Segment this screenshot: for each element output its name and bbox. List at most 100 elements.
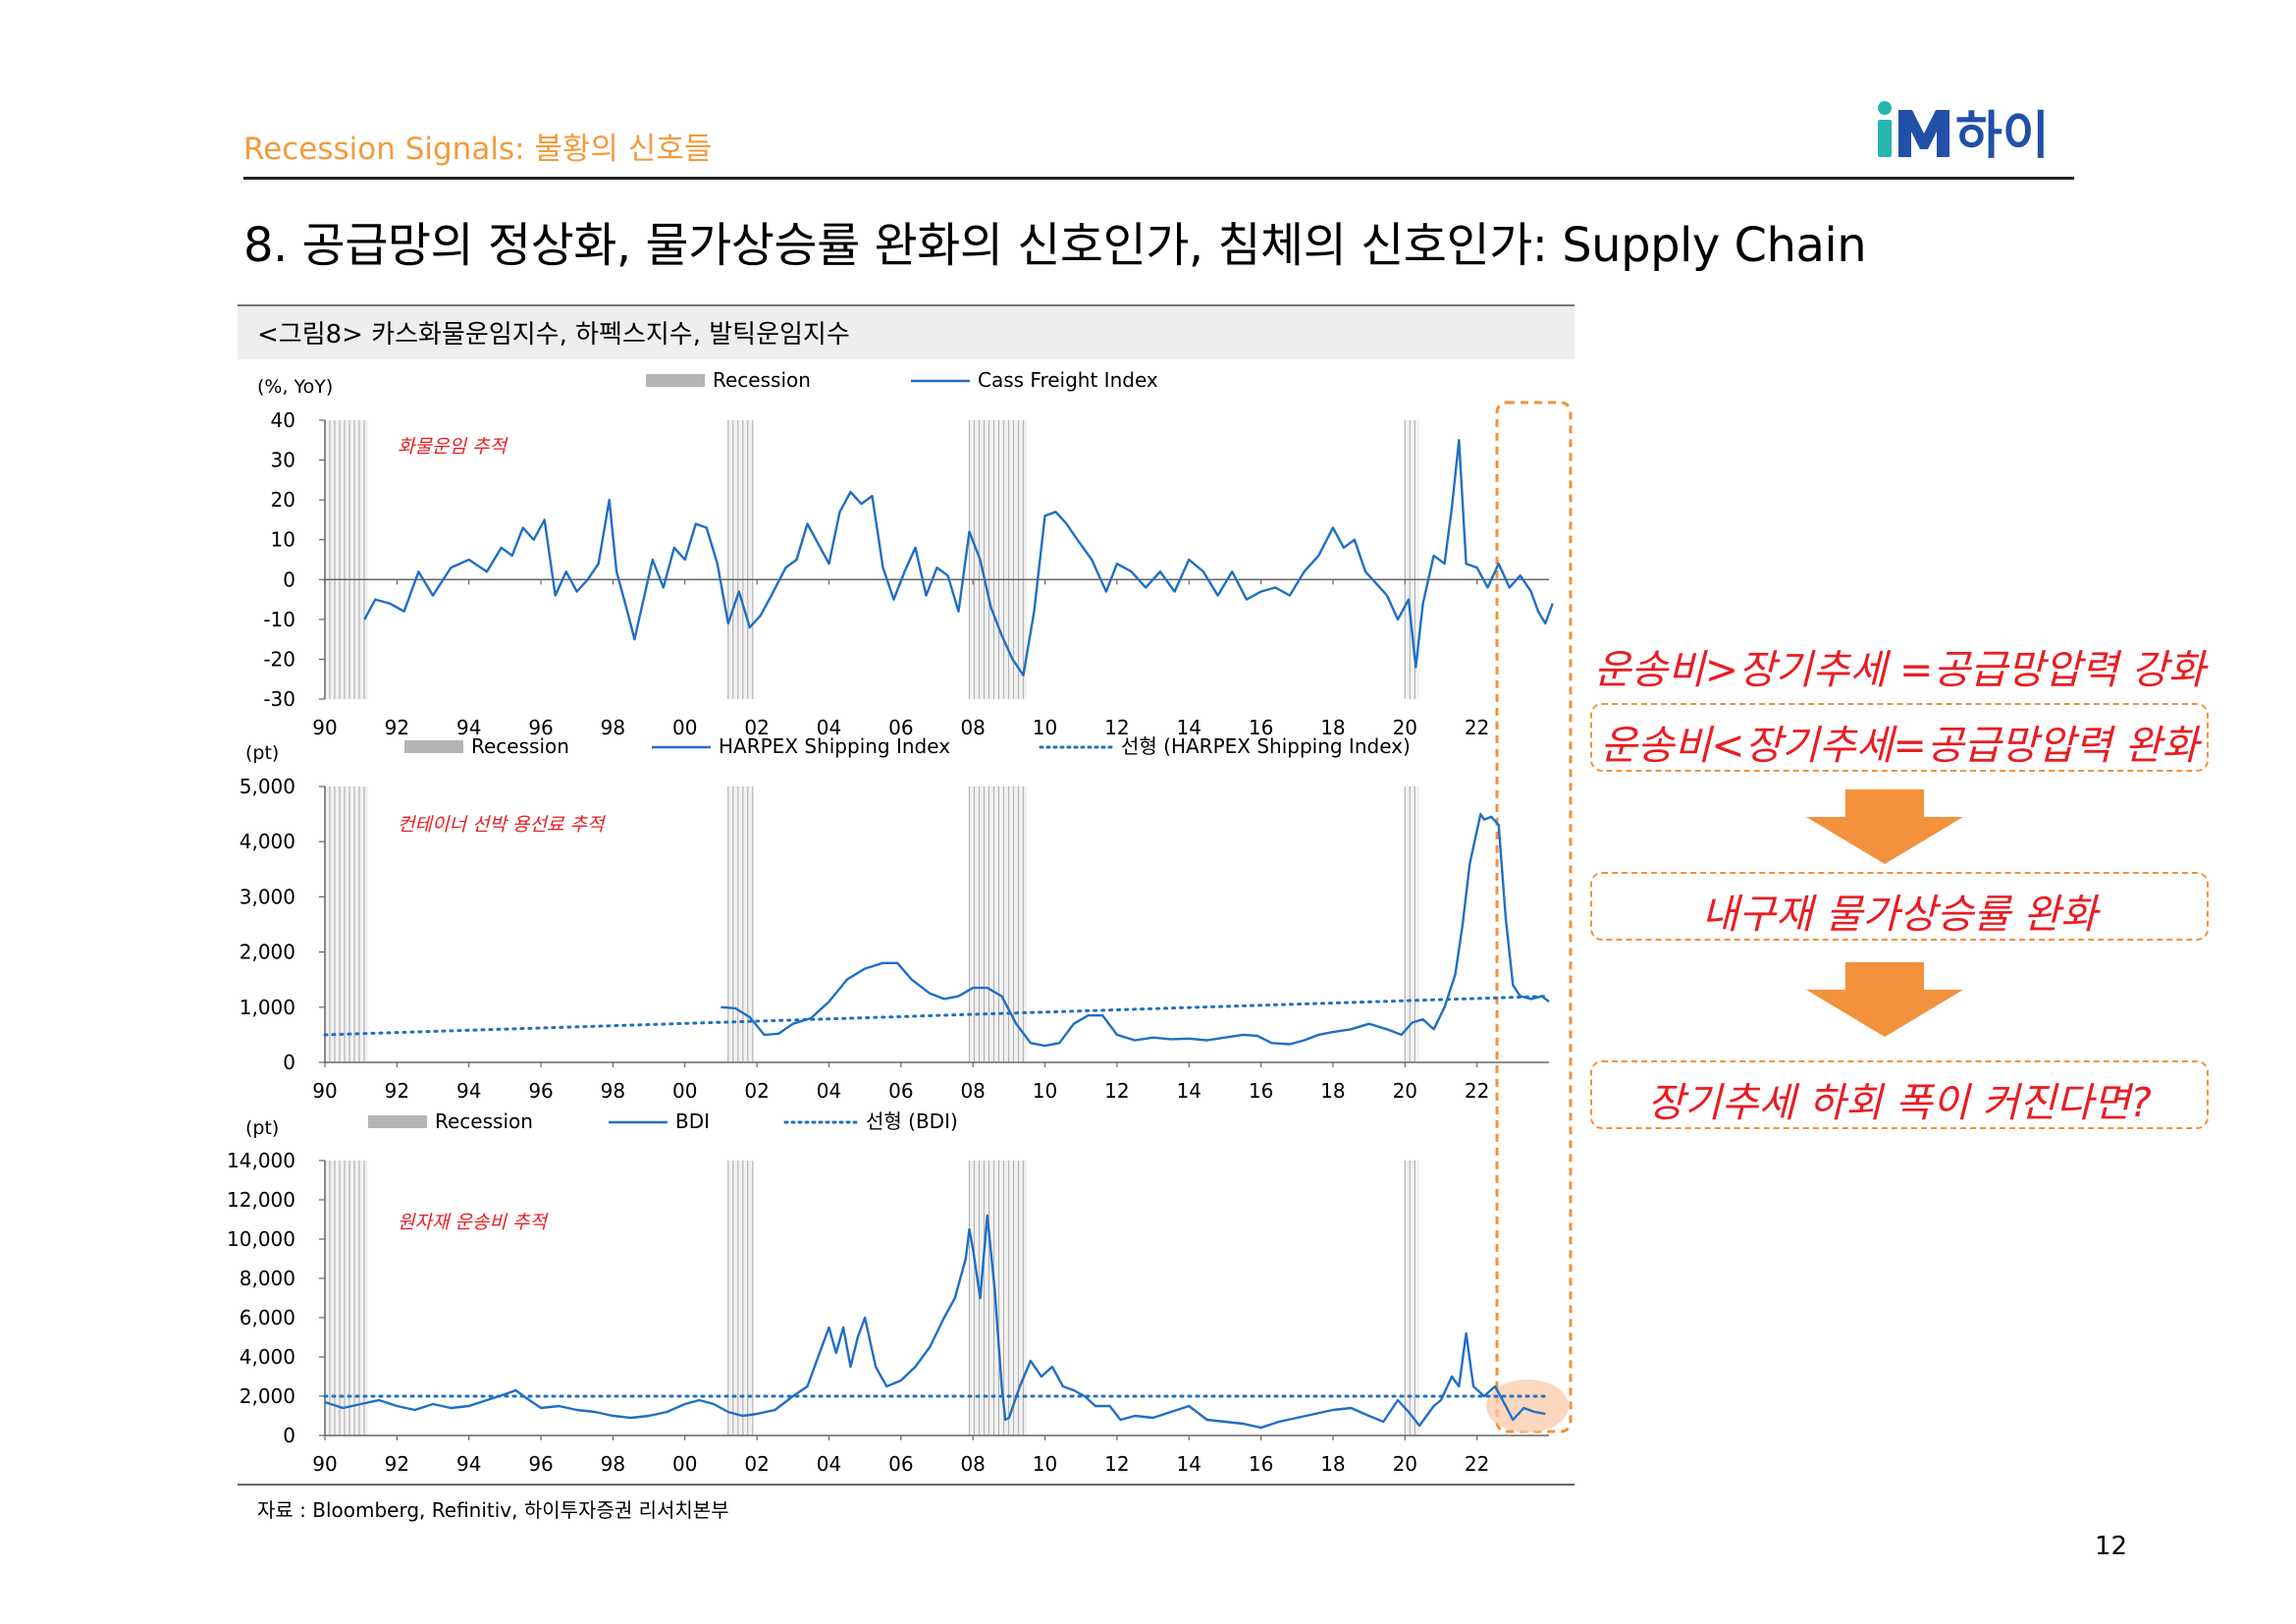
- annotation-box-4: [1590, 1060, 2209, 1129]
- y-tick-label: 40: [271, 408, 295, 432]
- x-tick-label: 08: [960, 1452, 985, 1476]
- legend-swatch-recession: [646, 374, 705, 387]
- x-tick-label: 96: [528, 716, 553, 739]
- x-tick-label: 14: [1177, 716, 1201, 739]
- page-title: 8. 공급망의 정상화, 물가상승률 완화의 신호인가, 침체의 신호인가: S…: [243, 218, 1867, 273]
- legend-swatch-recession: [404, 740, 463, 753]
- x-tick-label: 94: [456, 1452, 481, 1476]
- section-label: Recession Signals: 불황의 신호들: [243, 132, 713, 167]
- annotation-box-2: [1590, 703, 2209, 772]
- y-tick-label: 0: [283, 1051, 295, 1074]
- unit-label: (pt): [245, 1117, 279, 1139]
- bdi-highlight-ellipse: [1486, 1380, 1569, 1433]
- recession-band: [1405, 786, 1419, 1062]
- x-tick-label: 94: [456, 1079, 481, 1103]
- x-tick-label: 92: [385, 716, 409, 739]
- x-tick-label: 08: [960, 1079, 985, 1103]
- x-tick-label: 16: [1249, 716, 1273, 739]
- legend-label: 선형 (HARPEX Shipping Index): [1121, 734, 1411, 758]
- x-tick-label: 04: [817, 1079, 841, 1103]
- annotation-box-3: [1590, 872, 2209, 941]
- svg-text:하이: 하이: [1955, 107, 2050, 165]
- y-tick-label: 20: [271, 488, 295, 512]
- legend-label: Recession: [435, 1110, 533, 1133]
- recession-band: [1405, 1161, 1419, 1435]
- arrow-down-icon: [1806, 789, 1963, 864]
- header-divider: [243, 177, 2074, 180]
- legend-label: Cass Freight Index: [978, 368, 1158, 392]
- x-tick-label: 18: [1320, 1079, 1345, 1103]
- x-tick-label: 96: [528, 1452, 553, 1476]
- x-tick-label: 22: [1465, 716, 1489, 739]
- series-line: [721, 812, 1550, 1048]
- chart-annotation: 원자재 운송비 추적: [398, 1212, 549, 1233]
- annotation-trend-question: 장기추세 하회 폭이 커진다면?: [1647, 1079, 2152, 1126]
- x-tick-label: 00: [672, 716, 697, 739]
- x-tick-label: 90: [312, 1452, 337, 1476]
- x-tick-label: 06: [888, 1079, 913, 1103]
- highlight-box: [1495, 401, 1573, 1434]
- x-tick-label: 98: [601, 716, 625, 739]
- x-tick-label: 20: [1393, 1079, 1417, 1103]
- x-tick-label: 06: [888, 716, 913, 739]
- y-tick-label: 10,000: [227, 1227, 295, 1251]
- y-tick-label: 4,000: [240, 1345, 295, 1369]
- x-tick-label: 00: [672, 1079, 697, 1103]
- figure-caption-bar: [238, 304, 1575, 359]
- y-tick-label: 4,000: [240, 830, 295, 853]
- x-tick-label: 18: [1320, 716, 1345, 739]
- unit-label: (%, YoY): [257, 376, 333, 398]
- annotation-cost-below-trend: 운송비<장기추세=공급망압력 완화: [1600, 722, 2199, 769]
- figure-caption: <그림8> 카스화물운임지수, 하펙스지수, 발틱운임지수: [257, 320, 850, 350]
- legend-label: BDI: [675, 1110, 710, 1133]
- y-tick-label: 30: [271, 449, 295, 472]
- y-tick-label: 8,000: [240, 1267, 295, 1290]
- recession-band: [325, 420, 369, 699]
- series-line: [324, 1214, 1546, 1430]
- x-tick-label: 90: [312, 716, 337, 739]
- x-tick-label: 22: [1465, 1452, 1489, 1476]
- y-tick-label: 10: [271, 528, 295, 552]
- annotation-cost-above-trend: 운송비>장기추세 =공급망압력 강화: [1593, 646, 2206, 693]
- recession-band: [727, 420, 754, 699]
- x-tick-label: 02: [744, 716, 769, 739]
- x-tick-label: 22: [1465, 1079, 1489, 1103]
- y-tick-label: 2,000: [240, 1384, 295, 1408]
- chart-annotation: 화물운임 추적: [398, 436, 508, 458]
- x-tick-label: 98: [601, 1079, 625, 1103]
- x-tick-label: 02: [744, 1079, 769, 1103]
- source-note: 자료 : Bloomberg, Refinitiv, 하이투자증권 리서치본부: [257, 1498, 729, 1522]
- x-tick-label: 04: [817, 1452, 841, 1476]
- legend-label: Recession: [713, 368, 811, 392]
- x-tick-label: 92: [385, 1079, 409, 1103]
- y-tick-label: 14,000: [227, 1149, 295, 1172]
- y-tick-label: 1,000: [240, 996, 295, 1019]
- y-tick-label: 5,000: [240, 775, 295, 798]
- y-tick-label: 3,000: [240, 885, 295, 908]
- x-tick-label: 12: [1104, 1452, 1129, 1476]
- x-tick-label: 20: [1393, 716, 1417, 739]
- legend-label: Recession: [471, 734, 569, 758]
- y-tick-label: 12,000: [227, 1188, 295, 1212]
- x-tick-label: 00: [672, 1452, 697, 1476]
- x-tick-label: 20: [1393, 1452, 1417, 1476]
- x-tick-label: 94: [456, 716, 481, 739]
- x-tick-label: 16: [1249, 1452, 1273, 1476]
- y-tick-label: 0: [283, 568, 295, 591]
- chart-annotation: 컨테이너 선박 용선료 추적: [398, 814, 607, 836]
- arrow-down-icon: [1806, 962, 1963, 1037]
- recession-band: [1405, 420, 1419, 699]
- recession-band: [325, 786, 369, 1062]
- recession-band: [727, 1161, 754, 1435]
- x-tick-label: 92: [385, 1452, 409, 1476]
- company-logo: 하이: [1878, 101, 2050, 165]
- series-line: [363, 439, 1554, 677]
- trend-line: [323, 995, 1551, 1037]
- y-tick-label: -10: [263, 608, 295, 631]
- unit-label: (pt): [245, 742, 279, 764]
- x-tick-label: 14: [1177, 1079, 1201, 1103]
- recession-band: [325, 1161, 369, 1435]
- x-tick-label: 10: [1033, 1452, 1057, 1476]
- y-tick-label: 2,000: [240, 941, 295, 964]
